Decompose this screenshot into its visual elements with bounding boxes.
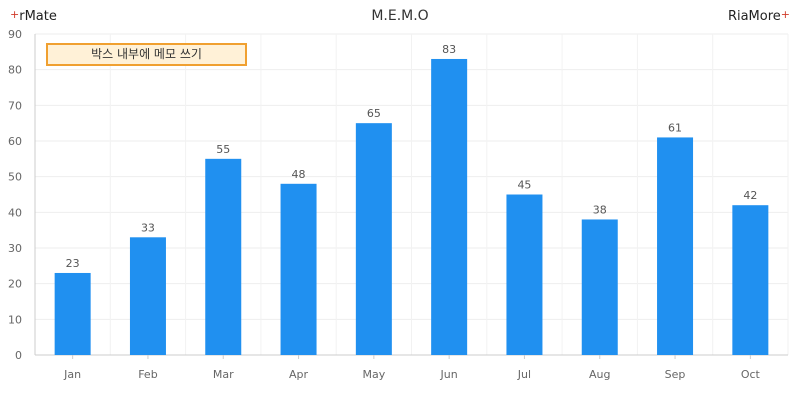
data-label: 48 — [292, 168, 306, 181]
data-label: 45 — [517, 179, 531, 192]
memo-text: 박스 내부에 메모 쓰기 — [91, 47, 202, 61]
x-tick-label: Aug — [589, 368, 610, 381]
bar — [129, 237, 166, 355]
y-tick-label: 40 — [8, 206, 22, 219]
x-tick-label: Jan — [63, 368, 81, 381]
data-label: 38 — [593, 203, 607, 216]
bar — [280, 183, 317, 355]
data-label: 23 — [66, 257, 80, 270]
x-tick-label: Feb — [138, 368, 157, 381]
data-label: 65 — [367, 107, 381, 120]
y-tick-label: 80 — [8, 64, 22, 77]
x-tick-label: Jul — [517, 368, 531, 381]
x-tick-label: May — [362, 368, 385, 381]
bar — [431, 58, 468, 355]
brand-left: +rMate — [10, 8, 57, 24]
bar — [581, 219, 618, 355]
x-tick-label: Jun — [440, 368, 458, 381]
x-tick-label: Oct — [741, 368, 761, 381]
y-tick-label: 90 — [8, 28, 22, 41]
data-label: 42 — [743, 189, 757, 202]
data-label: 61 — [668, 121, 682, 134]
y-tick-label: 60 — [8, 135, 22, 148]
chart-title: M.E.M.O — [371, 8, 429, 24]
bar — [506, 194, 543, 355]
bar — [732, 205, 769, 355]
data-label: 83 — [442, 43, 456, 56]
brand-left-label: rMate — [19, 9, 57, 24]
y-tick-label: 20 — [8, 278, 22, 291]
y-tick-label: 10 — [8, 313, 22, 326]
brand-plus-icon: + — [10, 8, 20, 21]
x-tick-label: Mar — [213, 368, 234, 381]
y-tick-label: 50 — [8, 171, 22, 184]
brand-right: RiaMore+ — [728, 8, 790, 24]
data-label: 55 — [216, 143, 230, 156]
data-label: 33 — [141, 221, 155, 234]
bar — [205, 158, 242, 355]
brand-right-label: RiaMore — [727, 9, 781, 24]
brand-plus-icon: + — [780, 8, 790, 21]
y-tick-label: 30 — [8, 242, 22, 255]
bar — [54, 272, 91, 355]
bar — [355, 123, 392, 356]
y-tick-label: 70 — [8, 99, 22, 112]
memo-box: 박스 내부에 메모 쓰기 — [46, 43, 247, 66]
bar — [657, 137, 694, 355]
y-tick-label: 0 — [15, 349, 22, 362]
x-tick-label: Apr — [289, 368, 309, 381]
x-tick-label: Sep — [665, 368, 686, 381]
